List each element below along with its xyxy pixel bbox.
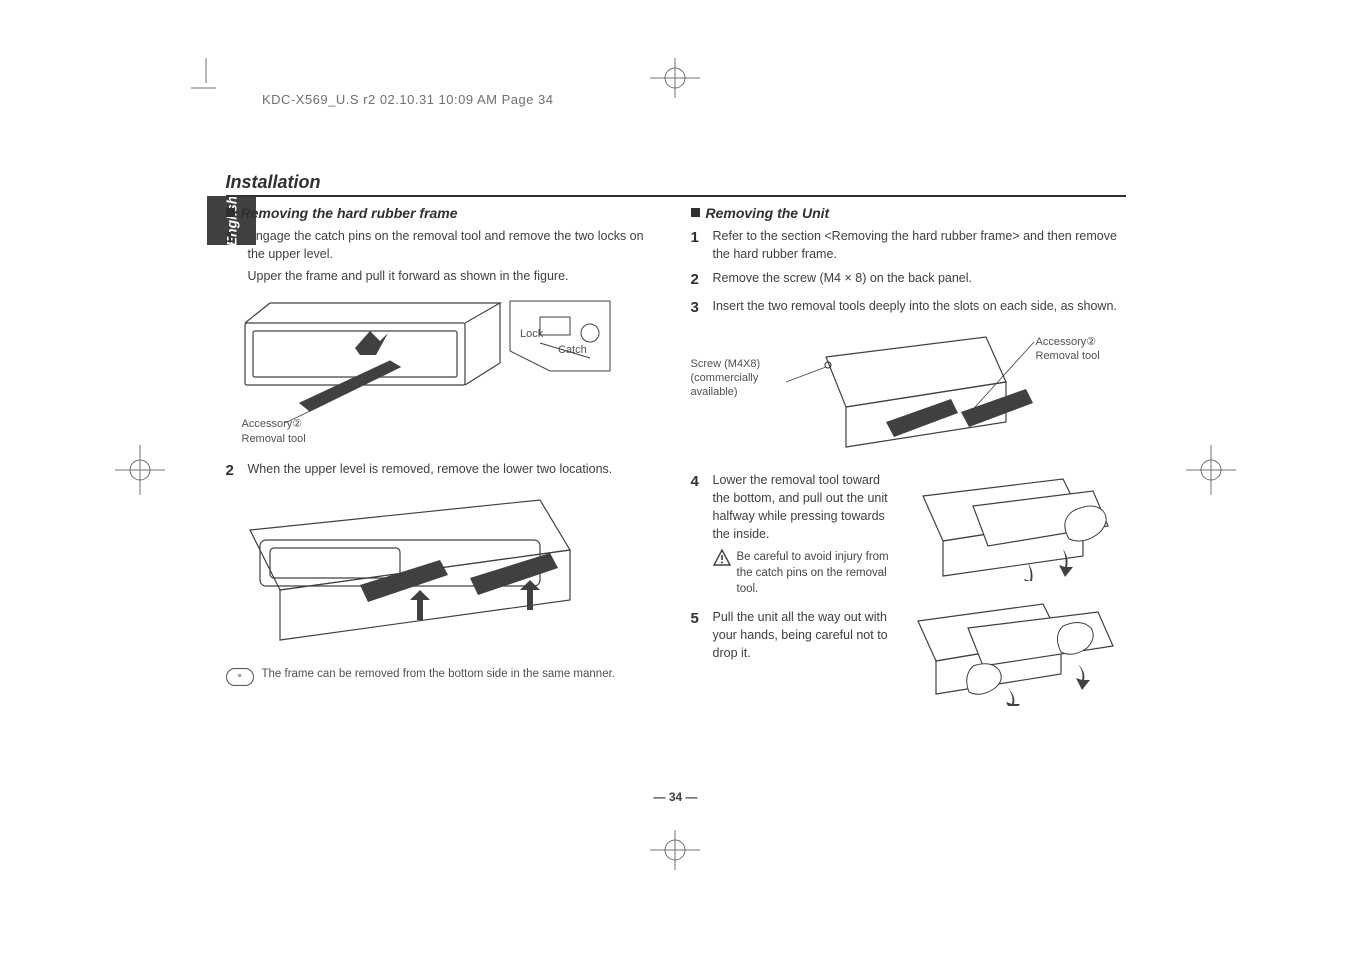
step-number: 3 — [691, 297, 705, 319]
note-text: The frame can be removed from the bottom… — [262, 668, 615, 680]
fig-label-lock: Lock — [520, 328, 544, 340]
fig3-removal-tool-label: Removal tool — [1036, 349, 1126, 363]
figure-insert-tools: Screw (M4X8) (commercially available) — [691, 327, 1126, 457]
step-number: 4 — [691, 471, 705, 544]
right-step-1: 1 Refer to the section <Removing the har… — [691, 227, 1126, 263]
section-title: Installation — [226, 172, 1126, 197]
right-step-3: 3 Insert the two removal tools deeply in… — [691, 297, 1126, 319]
figure-pull-out-fully — [913, 596, 1126, 711]
fig3-accessory-label: Accessory② — [1036, 335, 1126, 349]
left-subheading-text: Removing the hard rubber frame — [241, 205, 458, 221]
step-text: Remove the screw (M4 × 8) on the back pa… — [713, 269, 1126, 291]
right-column: Removing the Unit 1 Refer to the section… — [691, 205, 1126, 711]
right-step-4: 4 Lower the removal tool toward the bott… — [691, 471, 901, 544]
print-header: KDC-X569_U.S r2 02.10.31 10:09 AM Page 3… — [262, 92, 554, 107]
fig-label-catch: Catch — [558, 344, 587, 356]
fig1-accessory-label: Accessory② — [242, 417, 661, 431]
step-text: When the upper level is removed, remove … — [248, 460, 661, 482]
fig1-removal-tool-label: Removal tool — [242, 432, 661, 446]
square-bullet-icon — [226, 208, 235, 217]
step-text: Engage the catch pins on the removal too… — [248, 227, 661, 263]
note-row: ≡ The frame can be removed from the bott… — [226, 668, 661, 686]
step-text: Insert the two removal tools deeply into… — [713, 297, 1126, 319]
step-number: 1 — [691, 227, 705, 263]
right-step-5: 5 Pull the unit all the way out with you… — [691, 608, 901, 662]
step-text: Lower the removal tool toward the bottom… — [713, 471, 901, 544]
cropmark-bottom-center — [640, 830, 710, 870]
fig3-screw-l3: available) — [691, 385, 786, 399]
cropmark-top-center — [640, 58, 710, 98]
right-subheading: Removing the Unit — [691, 205, 1126, 221]
right-subheading-text: Removing the Unit — [706, 205, 830, 221]
note-icon: ≡ — [226, 668, 254, 686]
fig3-screw-l2: (commercially — [691, 371, 786, 385]
warning-row: Be careful to avoid injury from the catc… — [713, 549, 901, 597]
left-step-2: 2 When the upper level is removed, remov… — [226, 460, 661, 482]
cropmark-top-left — [176, 58, 216, 98]
step-number: 2 — [691, 269, 705, 291]
step-number: 5 — [691, 608, 705, 662]
left-step-1: 1 Engage the catch pins on the removal t… — [226, 227, 661, 285]
step-number: 1 — [226, 227, 240, 285]
right-step-2: 2 Remove the screw (M4 × 8) on the back … — [691, 269, 1126, 291]
step-text: Upper the frame and pull it forward as s… — [248, 267, 661, 285]
cropmark-left-center — [110, 440, 170, 500]
warning-icon — [713, 549, 731, 567]
fig3-screw-l1: Screw (M4X8) — [691, 357, 786, 371]
figure-remove-frame-lower — [240, 490, 661, 650]
step-number: 2 — [226, 460, 240, 482]
warning-text: Be careful to avoid injury from the catc… — [737, 549, 901, 597]
page-number: — 34 — — [653, 790, 697, 804]
square-bullet-icon — [691, 208, 700, 217]
figure-remove-frame-upper: Lock Catch Accessory② Removal tool — [240, 293, 661, 446]
figure-pull-halfway — [913, 471, 1126, 586]
step-text: Pull the unit all the way out with your … — [713, 608, 901, 662]
left-subheading: Removing the hard rubber frame — [226, 205, 661, 221]
cropmark-right-center — [1181, 440, 1241, 500]
step-text: Refer to the section <Removing the hard … — [713, 227, 1126, 263]
left-column: Removing the hard rubber frame 1 Engage … — [226, 205, 661, 711]
